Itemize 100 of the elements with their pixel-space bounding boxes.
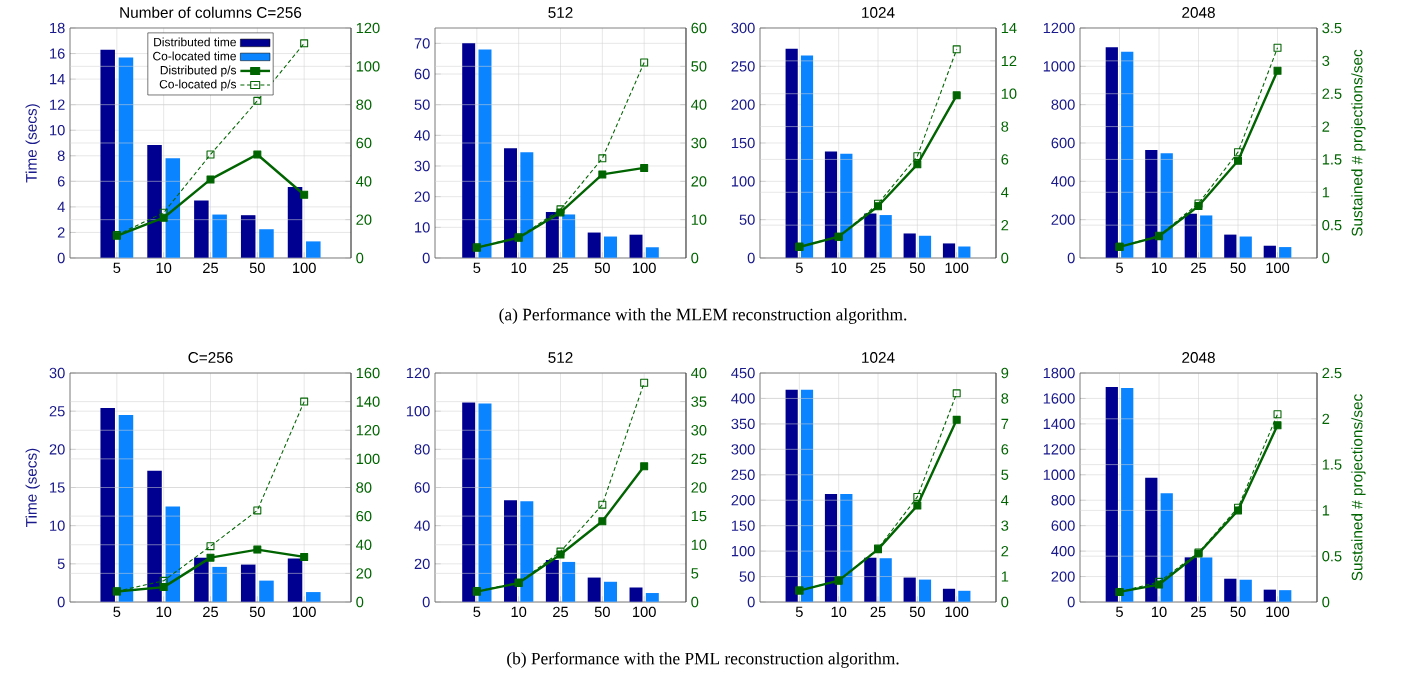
x-tick-label: 5	[1116, 262, 1123, 273]
y2-tick-label: 5	[691, 568, 699, 579]
y2-tick-label: 0	[1322, 252, 1330, 264]
x-tick-label: 25	[203, 262, 219, 274]
point	[913, 160, 922, 169]
x-tick-label: 10	[831, 262, 847, 274]
point	[206, 542, 215, 551]
y2-tick-label: 4	[1001, 187, 1009, 198]
bar	[212, 214, 227, 258]
y-tick-label: 100	[731, 176, 755, 187]
point	[206, 150, 215, 159]
x-tick-label: 50	[1230, 606, 1246, 618]
y-tick-label: 15	[50, 482, 65, 493]
y-tick-label: 30	[49, 367, 65, 379]
y2-tick-label: 60	[691, 22, 707, 34]
x-tick-label: 10	[511, 262, 527, 274]
bar	[879, 558, 892, 602]
y2-tick-label: 1	[1322, 505, 1330, 516]
y-tick-label: 600	[1051, 137, 1075, 149]
y2-tick-label: 20	[691, 176, 707, 187]
bar	[562, 561, 576, 602]
x-tick-label: 25	[870, 262, 886, 274]
y2-tick-label: 0.5	[1322, 219, 1342, 231]
y2-axis-title: Sustained # projections/sec	[1351, 49, 1366, 237]
y-tick-label: 0	[1067, 596, 1075, 608]
y-tick-label: 10	[50, 125, 65, 136]
y2-tick-label: 20	[356, 568, 372, 579]
legend-label: Distributed time	[154, 37, 236, 47]
y-tick-label: 100	[731, 545, 755, 557]
x-tick-label: 100	[293, 606, 316, 618]
y-tick-label: 1200	[1043, 22, 1075, 34]
bar	[306, 241, 321, 258]
x-tick-label: 25	[1191, 606, 1207, 618]
y2-axis-title: Sustained # projections/sec	[1351, 394, 1366, 581]
y-tick-label: 1600	[1043, 393, 1075, 404]
y-tick-label: 1000	[1043, 469, 1075, 480]
y2-tick-label: 8	[1001, 393, 1009, 404]
x-tick-label: 5	[473, 606, 481, 617]
y-tick-label: 40	[414, 130, 430, 141]
bar	[212, 566, 227, 602]
point	[913, 152, 922, 161]
bar	[1200, 557, 1213, 602]
y2-tick-label: 140	[356, 396, 380, 407]
bar	[100, 49, 115, 258]
point	[640, 462, 649, 471]
y2-tick-label: 60	[356, 137, 372, 149]
y2-tick-label: 0.5	[1322, 551, 1342, 562]
y-axis-title: Time (secs)	[25, 448, 40, 527]
legend-label: Co-located p/s	[159, 79, 237, 91]
y-tick-label: 20	[49, 444, 65, 455]
point	[913, 492, 922, 501]
y2-tick-label: 8	[1001, 121, 1009, 132]
bar	[604, 236, 617, 258]
y-tick-label: 0	[747, 252, 755, 264]
y2-tick-label: 1.5	[1322, 154, 1342, 165]
bar	[240, 564, 256, 602]
chart-title: 512	[548, 7, 573, 18]
y2-tick-label: 10	[691, 214, 707, 225]
y-tick-label: 0	[57, 596, 65, 608]
y2-tick-label: 120	[356, 22, 380, 34]
bar	[1200, 215, 1213, 258]
y-tick-label: 0	[422, 252, 430, 264]
y-tick-label: 800	[1051, 99, 1075, 110]
y2-tick-label: 2	[1322, 121, 1330, 132]
bar	[879, 215, 892, 258]
y2-tick-label: 40	[691, 367, 707, 379]
y-tick-label: 450	[731, 367, 755, 379]
y-tick-label: 200	[1051, 571, 1075, 582]
y2-tick-label: 6	[1001, 444, 1009, 455]
point	[598, 517, 607, 526]
y-tick-label: 400	[1051, 545, 1075, 557]
bar	[1145, 150, 1158, 258]
bar	[918, 235, 932, 258]
point	[300, 190, 309, 199]
y2-tick-label: 30	[691, 425, 707, 436]
y2-tick-label: 40	[356, 176, 372, 187]
y-tick-label: 0	[747, 596, 755, 608]
bar	[1160, 153, 1173, 258]
point	[253, 150, 262, 159]
point	[206, 175, 215, 184]
y2-tick-label: 6	[1001, 154, 1009, 165]
y2-tick-label: 0	[1001, 596, 1009, 608]
bar	[1184, 557, 1197, 602]
y2-tick-label: 100	[356, 453, 380, 465]
y2-tick-label: 0	[691, 252, 699, 264]
bar	[240, 215, 256, 258]
bar	[942, 243, 956, 258]
point	[598, 154, 607, 163]
bar	[147, 144, 162, 258]
text: (b) Performance with the PML reconstruction algorithm.	[507, 652, 899, 668]
chart-title: 2048	[1182, 7, 1215, 18]
bar	[645, 247, 659, 258]
x-tick-label: 10	[831, 606, 847, 618]
point	[159, 576, 168, 585]
y2-tick-label: 120	[356, 425, 380, 436]
point	[253, 96, 262, 105]
x-tick-label: 10	[511, 606, 527, 618]
point	[159, 208, 168, 217]
bar	[504, 500, 517, 602]
y2-tick-label: 5	[1001, 469, 1009, 480]
